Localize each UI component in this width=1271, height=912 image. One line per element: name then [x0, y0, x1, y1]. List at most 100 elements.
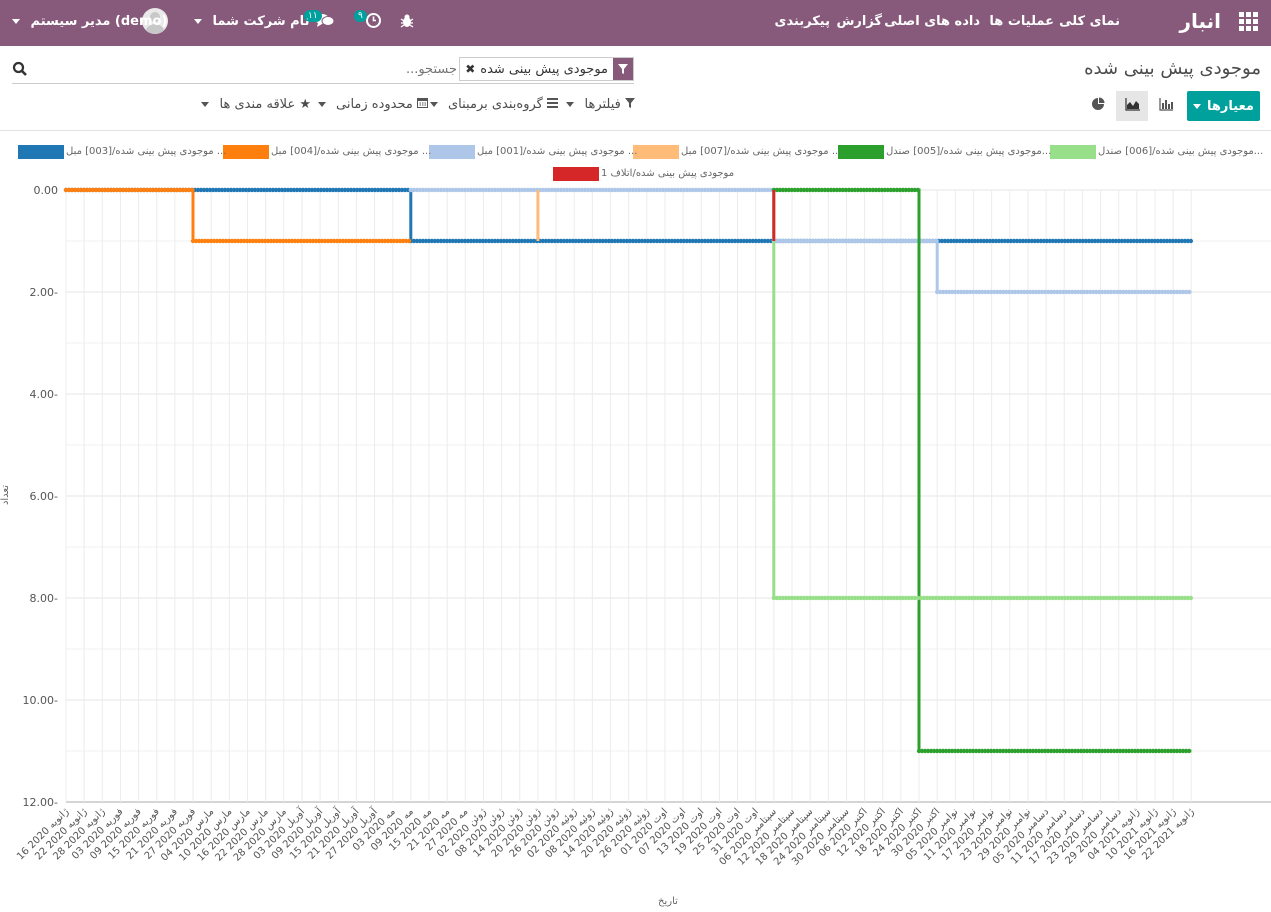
menu-configuration[interactable]: پیکربندی — [774, 14, 830, 29]
data-point — [867, 595, 873, 601]
legend-item-003[interactable]: موجودی پیش بینی شده/[003] مبل ... — [18, 145, 226, 161]
series-line[interactable] — [408, 187, 1192, 295]
data-point — [180, 187, 186, 193]
data-point — [831, 238, 837, 244]
timerange-dropdown[interactable]: محدوده زمانی — [317, 97, 428, 112]
x-tick-label: 29 نوامبر 2020 — [976, 806, 1033, 863]
measures-button[interactable]: معیارها — [1187, 91, 1260, 121]
data-point — [762, 238, 768, 244]
series-line[interactable] — [63, 187, 1194, 244]
data-point — [654, 187, 660, 193]
company-switcher[interactable]: نام شرکت شما — [194, 14, 309, 29]
filters-dropdown[interactable]: فیلترها — [566, 97, 635, 112]
data-point — [798, 238, 804, 244]
data-point — [361, 238, 367, 244]
menu-operations[interactable]: عملیات ها — [989, 14, 1054, 29]
data-point — [942, 595, 948, 601]
data-point — [642, 187, 648, 193]
legend-item-004[interactable]: موجودی پیش بینی شده/[004] مبل ... — [223, 145, 431, 161]
data-point — [1028, 289, 1033, 295]
data-point — [873, 238, 879, 244]
x-tick-label: 07 اوت 2020 — [637, 806, 688, 857]
close-icon[interactable]: ✖ — [465, 62, 476, 76]
legend-item-005[interactable]: موجودی پیش بینی شده/[005] صندل... — [838, 145, 1051, 161]
data-point — [999, 595, 1005, 601]
series-line[interactable] — [771, 190, 1194, 601]
data-point — [597, 238, 603, 244]
data-point — [1001, 289, 1006, 295]
data-point — [322, 238, 328, 244]
data-point — [159, 187, 165, 193]
apps-grid-icon[interactable] — [1239, 12, 1259, 32]
data-point — [897, 238, 903, 244]
legend-item-001[interactable]: موجودی پیش بینی شده/[001] مبل ... — [429, 145, 637, 161]
search-input[interactable] — [255, 61, 459, 78]
line-chart-button[interactable] — [1116, 91, 1148, 121]
data-point — [807, 238, 813, 244]
menu-overview[interactable]: نمای کلی — [1059, 14, 1120, 29]
data-point — [995, 289, 1000, 295]
data-point — [816, 187, 822, 193]
pie-chart-button[interactable] — [1082, 91, 1114, 121]
data-point — [1081, 748, 1087, 754]
data-point — [660, 238, 666, 244]
data-point — [912, 595, 918, 601]
data-point — [960, 595, 966, 601]
bar-chart-button[interactable] — [1150, 91, 1182, 121]
legend-item-007[interactable]: موجودی پیش بینی شده/[007] مبل ... — [633, 145, 841, 161]
favorites-dropdown[interactable]: علاقه مندی ها ★ — [201, 97, 311, 112]
x-tick-label: 09 آوریل 2020 — [268, 804, 326, 862]
groupby-dropdown[interactable]: گروه‌بندی برمبنای — [429, 97, 558, 112]
data-point — [1104, 595, 1110, 601]
filters-label: فیلترها — [584, 97, 621, 112]
data-point — [1055, 289, 1060, 295]
series-line[interactable] — [63, 187, 412, 244]
data-point — [1087, 748, 1093, 754]
data-point — [930, 238, 936, 244]
clock-icon[interactable] — [365, 12, 382, 33]
menu-master-data[interactable]: داده های اصلی — [884, 14, 980, 29]
menu-reporting[interactable]: گزارش — [836, 14, 882, 29]
data-point — [621, 238, 627, 244]
data-point — [714, 187, 720, 193]
search-facet[interactable]: ✖ موجودی پیش بینی شده — [459, 57, 634, 81]
data-point — [870, 187, 876, 193]
data-point — [1080, 238, 1086, 244]
data-point — [965, 289, 970, 295]
data-point — [342, 187, 348, 193]
data-point — [1154, 289, 1159, 295]
data-point — [1042, 748, 1048, 754]
data-point — [955, 748, 961, 754]
legend-item-scrap[interactable]: موجودی پیش بینی شده/اتلاف 1 — [553, 167, 734, 183]
data-point — [903, 187, 909, 193]
data-point — [873, 238, 879, 244]
data-point — [1079, 289, 1084, 295]
data-point — [363, 187, 369, 193]
data-point — [534, 238, 540, 244]
data-point — [555, 238, 561, 244]
data-point — [935, 289, 940, 295]
data-point — [891, 187, 897, 193]
data-point — [1123, 748, 1129, 754]
data-point — [916, 748, 922, 754]
series-line[interactable] — [771, 187, 1192, 754]
x-tick-label: 11 نوامبر 2020 — [922, 806, 979, 863]
data-point — [177, 187, 183, 193]
data-point — [963, 238, 969, 244]
user-menu[interactable]: مدیر سیستم (demo) — [12, 14, 167, 29]
search-bar[interactable]: ✖ موجودی پیش بینی شده — [12, 57, 634, 84]
data-point — [147, 187, 153, 193]
data-point — [987, 238, 993, 244]
data-point — [837, 238, 843, 244]
app-brand[interactable]: انبار — [1179, 9, 1221, 33]
bug-icon[interactable] — [399, 13, 415, 33]
legend-item-006[interactable]: موجودی پیش بینی شده/[006] صندل... — [1050, 145, 1263, 161]
data-point — [1023, 238, 1029, 244]
avatar[interactable] — [142, 8, 168, 34]
data-point — [1019, 289, 1024, 295]
data-point — [540, 238, 546, 244]
search-icon[interactable] — [12, 61, 28, 81]
data-point — [819, 238, 825, 244]
data-point — [729, 238, 735, 244]
data-point — [810, 187, 816, 193]
